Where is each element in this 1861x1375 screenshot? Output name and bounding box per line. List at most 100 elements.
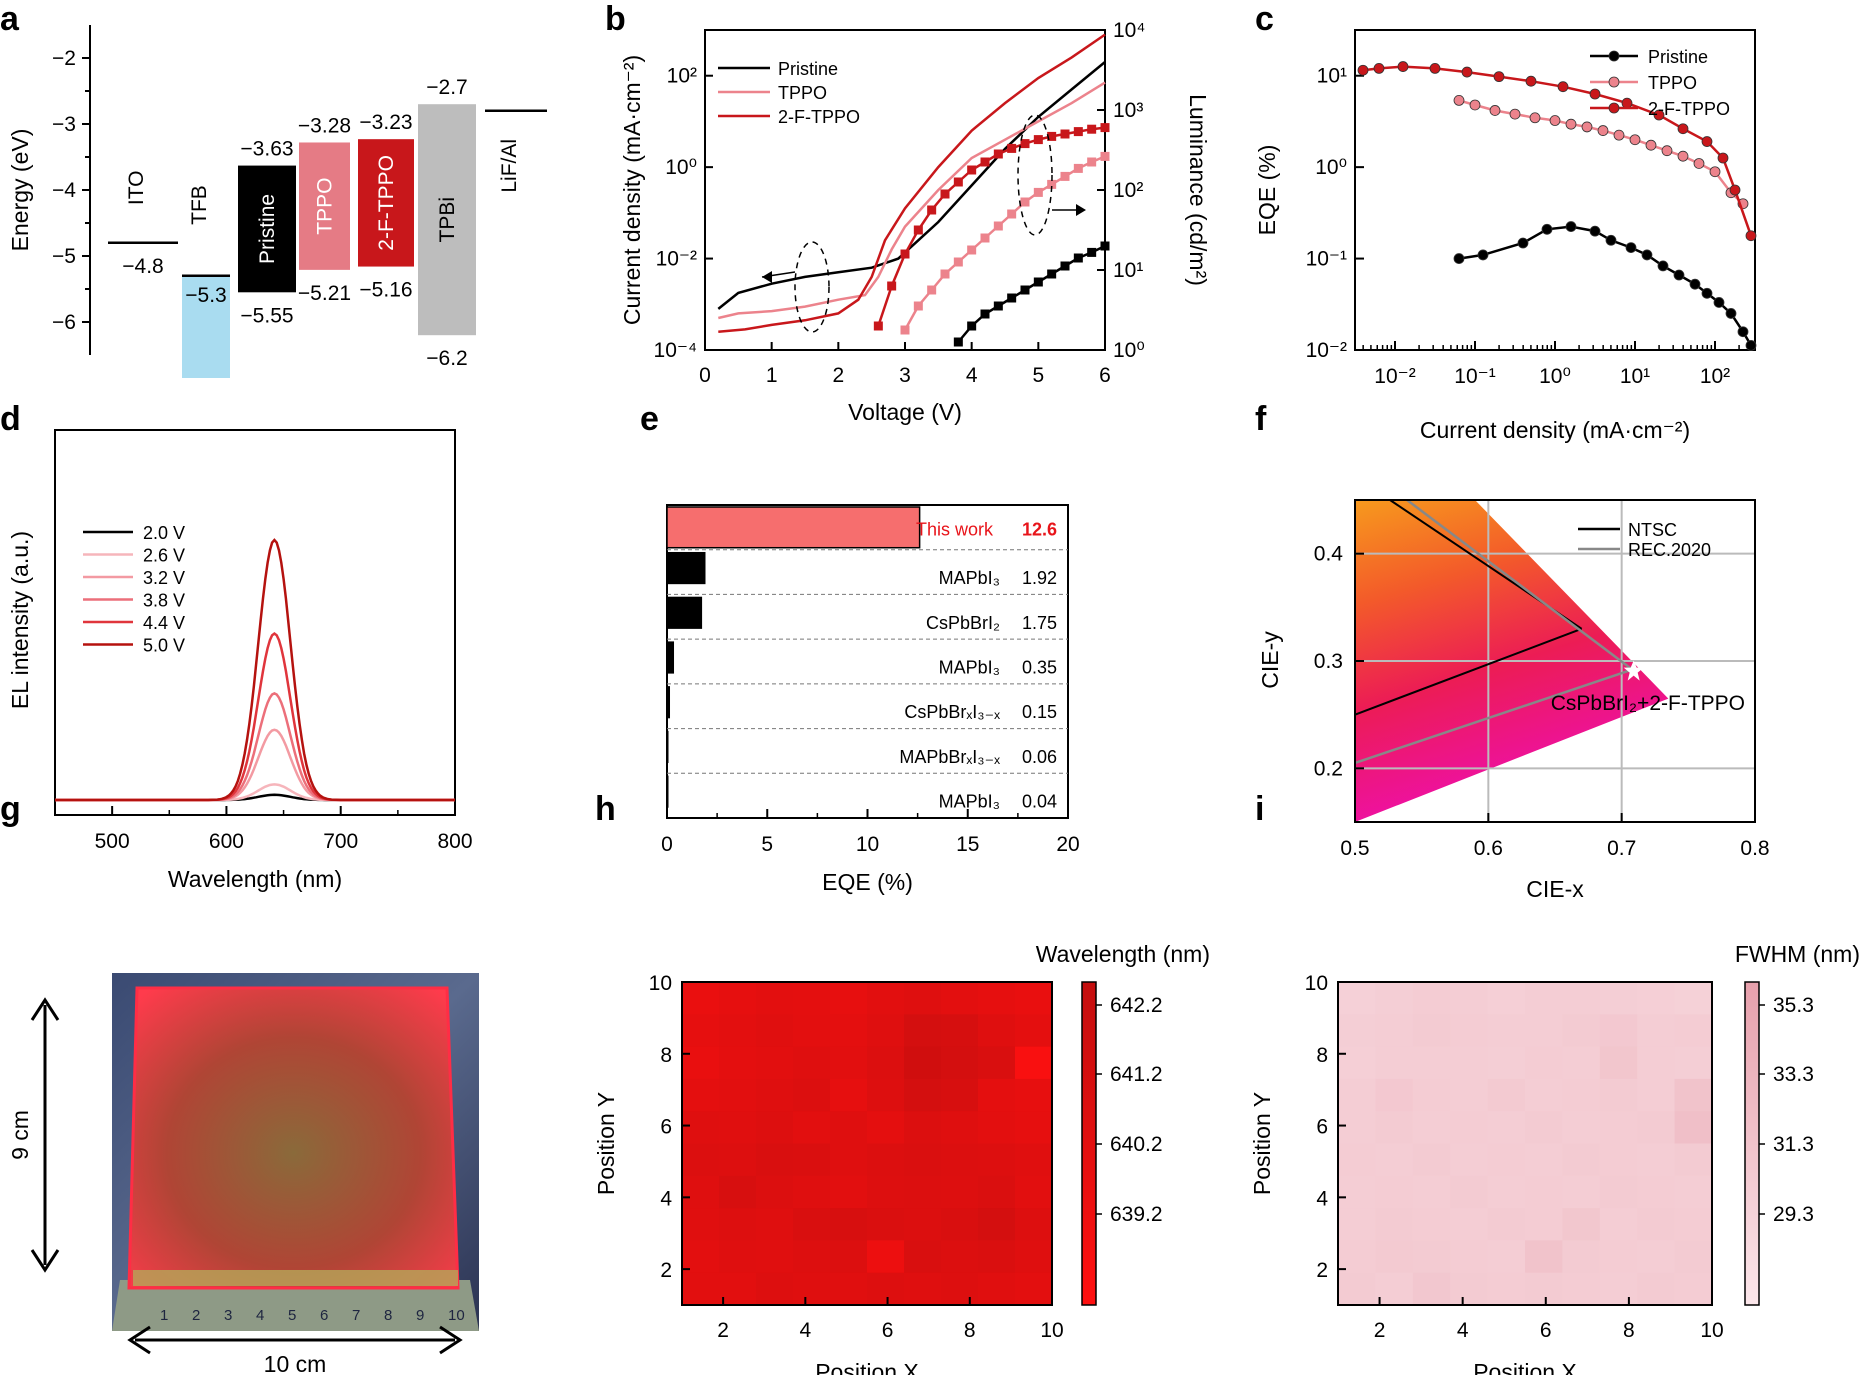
ruler-mark: 10 [448, 1307, 465, 1324]
data-point-luminance [980, 233, 990, 243]
data-point [1709, 166, 1721, 178]
heatmap-cell [1525, 1208, 1563, 1241]
data-point-luminance [1073, 253, 1083, 263]
y-tick-label: 6 [660, 1116, 672, 1139]
panel-label-f: f [1255, 400, 1267, 438]
heatmap-cell [793, 1272, 831, 1306]
data-point [1517, 237, 1529, 249]
heatmap-cell [756, 1208, 794, 1241]
heatmap-cell [1599, 982, 1638, 1015]
data-point-luminance [1020, 285, 1030, 295]
x-tick-label: 0.6 [1474, 837, 1503, 860]
heatmap-cell [941, 1014, 979, 1048]
heatmap-cell [1487, 1175, 1526, 1209]
layer-name: TPBi [436, 197, 459, 243]
legend-label: NTSC [1628, 520, 1677, 540]
data-point [1589, 88, 1601, 100]
data-point-luminance [1100, 241, 1110, 251]
y-tick-label: 4 [1316, 1187, 1328, 1210]
data-point-star-icon [1623, 660, 1644, 681]
data-point [1477, 249, 1489, 261]
data-point-luminance [1020, 139, 1030, 149]
data-point [1745, 340, 1757, 351]
data-point [1729, 184, 1741, 196]
colorbar-tick-label: 31.3 [1773, 1133, 1814, 1156]
heatmap-cell [1338, 1240, 1376, 1274]
x-axis-label: Wavelength (nm) [168, 866, 342, 892]
y-tick-label: 2 [660, 1259, 672, 1282]
energy-bar [358, 139, 414, 267]
y-tick-label: 8 [1316, 1044, 1328, 1067]
colorbar-tick-label: 640.2 [1110, 1133, 1163, 1156]
data-point-luminance [1007, 209, 1017, 219]
bar-category-label: MAPbBrₓI₃₋ₓ [899, 747, 1000, 767]
heatmap-cell [978, 1046, 1016, 1080]
data-point-luminance [1073, 127, 1083, 137]
heatmap-cell [1599, 1143, 1638, 1177]
data-point [1745, 230, 1757, 242]
y-axis-label: Energy (eV) [7, 129, 33, 252]
data-point-luminance [1100, 123, 1110, 133]
data-point [1645, 139, 1657, 151]
heatmap-cell [904, 982, 942, 1015]
data-point-luminance [967, 165, 977, 175]
bar-value-label: 0.06 [1022, 747, 1057, 767]
data-point-luminance [1060, 261, 1070, 271]
heatmap-cell [1338, 1046, 1376, 1080]
heatmap-cell [756, 1175, 794, 1209]
heatmap-cell [1599, 1046, 1638, 1080]
y-tick-label: −6 [52, 311, 76, 334]
heatmap-cell [1562, 1014, 1601, 1048]
heatmap-cell [1450, 1078, 1489, 1112]
x-tick-label: 2 [832, 364, 844, 387]
heatmap-cell [1674, 1111, 1713, 1144]
arrow-right-icon [439, 1325, 463, 1355]
arrow-head-left-icon [762, 271, 772, 283]
heatmap-cell [1375, 1272, 1414, 1306]
x-tick-label: 700 [323, 830, 358, 853]
heatmap-cell [830, 1078, 868, 1112]
ruler-mark: 7 [352, 1307, 360, 1324]
rec2020-line [1406, 499, 1634, 671]
heatmap-cell [1637, 982, 1676, 1015]
data-point [1693, 158, 1705, 169]
heatmap-cell [830, 1014, 868, 1048]
data-point-luminance [1007, 143, 1017, 153]
plot-frame [704, 29, 1106, 351]
heatmap-cell [830, 1175, 868, 1209]
colorbar [1081, 981, 1097, 1306]
heatmap-cell [1375, 1240, 1414, 1274]
heatmap-cell [867, 1208, 905, 1241]
heatmap-cell [1562, 982, 1601, 1015]
data-point [1677, 150, 1689, 162]
heatmap-cell [1637, 1240, 1676, 1274]
heatmap-cell [1412, 1014, 1451, 1048]
annotation-ellipse [794, 241, 830, 333]
heatmap-cell [1525, 1111, 1563, 1144]
heatmap-cell [1487, 1078, 1526, 1112]
x-tick-label: 4 [1457, 1319, 1469, 1342]
energy-bar [182, 275, 230, 378]
heatmap-cell [941, 1143, 979, 1177]
x-tick-label: 1 [766, 364, 778, 387]
heatmap-cell [867, 1143, 905, 1177]
energy-bar [238, 165, 296, 293]
y-tick-label: 10⁻² [1306, 339, 1347, 362]
ntsc-line [1354, 627, 1583, 716]
heatmap-cell [756, 1143, 794, 1177]
y-tick-label: 10⁻² [656, 248, 697, 271]
heatmap-cell [1375, 982, 1414, 1015]
arrow-head-right-icon [1076, 204, 1086, 216]
heatmap-cell [1599, 1014, 1638, 1048]
layer-name: TPPO [314, 178, 337, 235]
panel-c: 10⁻² 10⁻¹ 10⁰ 10¹ 10² 10⁻² 10⁻¹ 10⁰ 10¹ Current d… [1254, 29, 1757, 443]
energy-bar [299, 142, 350, 270]
ruler-mark: 5 [288, 1307, 296, 1324]
x-tick-label: 10² [1700, 365, 1730, 388]
data-point [1469, 99, 1481, 111]
colorbar-title: FWHM (nm) [1735, 941, 1860, 967]
data-point-luminance [940, 269, 950, 279]
x-axis-label: CIE-x [1526, 876, 1584, 902]
data-point [1565, 221, 1577, 232]
y2-tick-label: 10² [1113, 179, 1143, 202]
